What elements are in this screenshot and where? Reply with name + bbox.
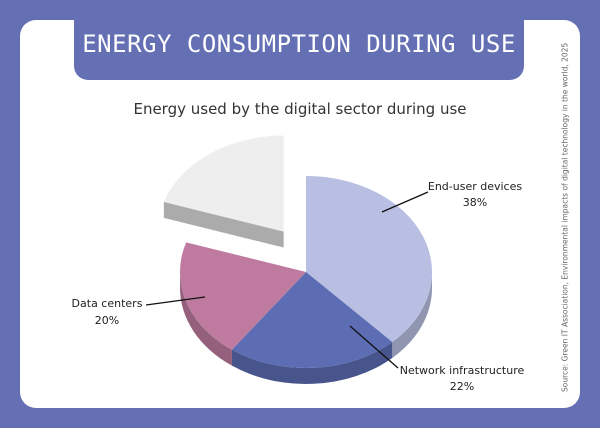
slice-value-network: 22% — [450, 380, 474, 393]
leader-line-end-user — [381, 191, 429, 213]
slice-value-end-user: 38% — [463, 196, 487, 209]
pie-slice-side-network-infrastructure — [231, 341, 393, 384]
pie-slice-top-other-3 — [163, 135, 284, 232]
pie-slice-top-data-centers — [180, 242, 306, 350]
slice-label-datacenters: Data centers — [72, 297, 143, 310]
pie-slice-network-infrastructure — [231, 272, 393, 384]
pie-slice-data-centers — [180, 242, 306, 366]
page-title: ENERGY CONSUMPTION DURING USE — [82, 30, 516, 58]
slice-value-datacenters: 20% — [95, 314, 119, 327]
pie-slice-end-user-devices — [306, 176, 433, 358]
pie-slice-other-3 — [163, 135, 284, 248]
slice-label-network: Network infrastructure — [400, 364, 525, 377]
pie-slice-top-end-user-devices — [306, 176, 433, 342]
pie-slice-side-data-centers — [180, 272, 232, 366]
slice-label-end-user: End-user devices — [428, 180, 522, 193]
chart-title: Energy used by the digital sector during… — [133, 100, 467, 118]
pie-slice-edge-other-3-0 — [163, 201, 284, 248]
leader-line-network — [349, 325, 399, 369]
pie-slice-side-end-user-devices — [392, 272, 432, 358]
leader-line-datacenters — [145, 296, 206, 306]
pie-slice-top-network-infrastructure — [231, 272, 393, 368]
title-banner: ENERGY CONSUMPTION DURING USE — [74, 0, 524, 80]
